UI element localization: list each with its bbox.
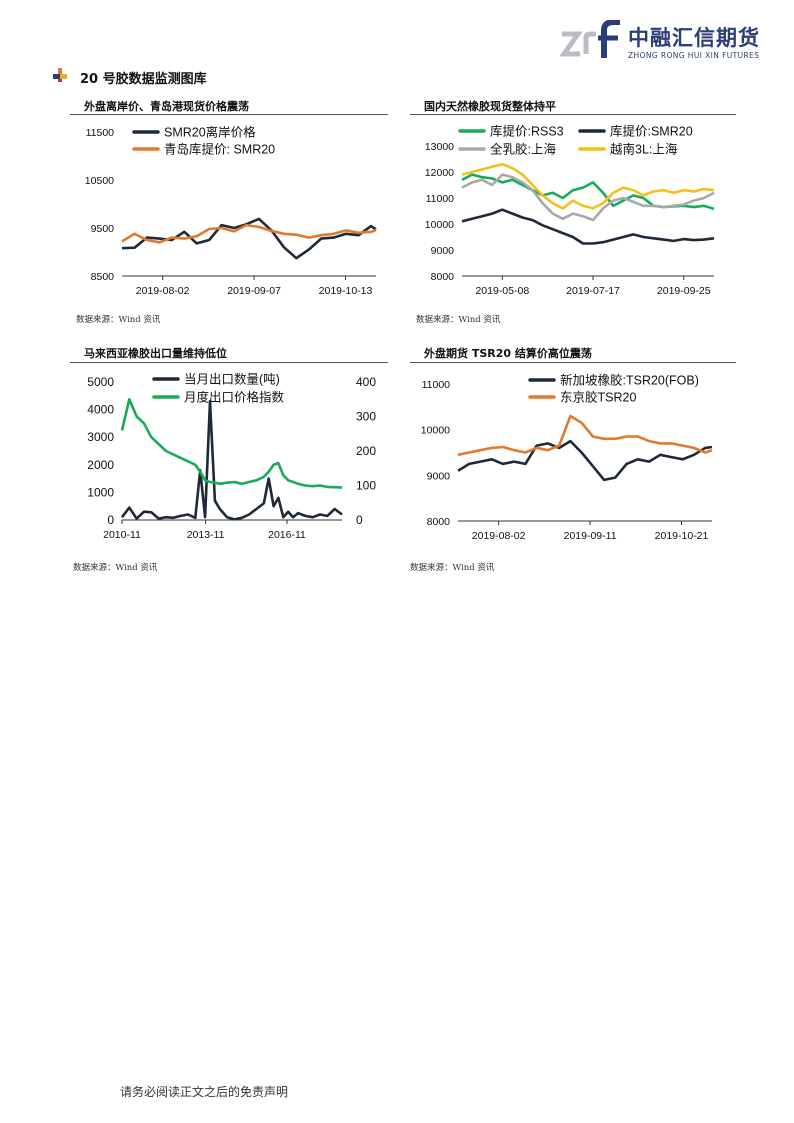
y2-tick-label: 200 [356,444,376,458]
x-tick-label: 2016-11 [268,529,306,541]
section-bullet-icon [53,68,67,82]
x-tick-label: 2019-10-21 [655,530,709,542]
x-tick-label: 2013-11 [187,529,225,541]
legend-label: 库提价:RSS3 [490,124,564,139]
x-tick-label: 2019-09-11 [564,530,617,542]
x-tick-label: 2019-05-08 [475,285,529,297]
chart-title-rule [410,114,736,115]
logo-chinese-name: 中融汇信期货 [628,26,760,50]
logo-english-name: ZHONG RONG HUI XIN FUTURES [628,51,760,60]
legend-label: 库提价:SMR20 [610,124,693,139]
x-tick-label: 2019-08-02 [472,530,526,542]
y2-tick-label: 300 [356,410,376,424]
y-tick-label: 10000 [421,425,450,437]
disclaimer-footer: 请务必阅读正文之后的免责声明 [120,1085,289,1099]
chart-title-rule [70,362,388,363]
series-line-1 [457,414,713,457]
section-title: 20 号胶数据监测图库 [80,72,207,87]
series-line-0 [457,439,713,482]
data-source: 数据来源：Wind 资讯 [410,563,495,573]
y-tick-label: 10500 [85,175,114,187]
legend-label: 新加坡橡胶:TSR20(FOB) [560,373,699,388]
series-line-2 [461,173,715,222]
legend-label: 东京胶TSR20 [560,390,636,405]
series-line-1 [120,397,343,489]
y-tick-label: 9000 [427,470,451,482]
y-tick-label: 8000 [431,271,455,283]
chart-title: 外盘离岸价、青岛港现货价格震荡 [84,100,249,113]
y-tick-label: 8000 [427,516,451,528]
chart-title: 国内天然橡胶现货整体持平 [424,100,556,113]
y-tick-label: 2000 [87,458,114,472]
chart-title-rule [70,114,388,115]
legend-label: 当月出口数量(吨) [184,372,280,387]
data-source: 数据来源：Wind 资讯 [73,563,158,573]
x-tick-label: 2019-08-02 [136,285,190,297]
legend-label: 青岛库提价: SMR20 [164,142,275,157]
series-line-1 [121,223,377,244]
chart-smr20-qingdao: 8500 9500 10500 11500 2019-08-02 2019-09-07 20… [85,125,377,297]
y-tick-label: 3000 [87,430,114,444]
legend-label: 月度出口价格指数 [184,390,285,405]
y-tick-label: 11000 [426,193,455,205]
x-tick-label: 2019-09-25 [657,285,711,297]
y-tick-label: 9000 [431,245,455,257]
y-tick-label: 13000 [425,141,454,153]
chart-domestic-spot: 8000 9000 10000 11000 12000 13000 2019-05-08 20… [425,124,715,297]
chart-title: 外盘期货 TSR20 结算价高位震荡 [424,347,592,360]
x-tick-label: 2019-07-17 [566,285,620,297]
series-line-3 [461,162,715,210]
data-source: 数据来源：Wind 资讯 [416,315,501,325]
y-tick-label: 11500 [86,127,115,139]
y-tick-label: 1000 [87,485,114,499]
legend-label: 越南3L:上海 [610,142,678,157]
chart-malaysia-export: 0 1000 2000 3000 4000 5000 0 100 200 300 400 2010-1… [87,372,376,542]
y2-tick-label: 100 [356,479,376,493]
y-tick-label: 0 [107,513,114,527]
y-tick-label: 11000 [422,379,451,391]
y-tick-label: 5000 [87,375,114,389]
y-tick-label: 4000 [87,403,114,417]
y-tick-label: 10000 [425,219,454,231]
series-line-0 [120,399,343,521]
x-tick-label: 2010-11 [103,529,141,541]
y2-tick-label: 0 [356,513,363,527]
y2-tick-label: 400 [356,375,376,389]
y-tick-label: 8500 [91,271,115,283]
data-source: 数据来源：Wind 资讯 [76,315,161,325]
series-line-1 [461,208,715,245]
x-tick-label: 2019-09-07 [227,285,281,297]
legend-label: SMR20离岸价格 [164,125,256,140]
x-tick-label: 2019-10-13 [319,285,373,297]
chart-title: 马来西亚橡胶出口量维持低位 [84,347,227,360]
chart-title-rule [410,362,736,363]
zrf-logo-mark [560,20,620,58]
legend-label: 全乳胶:上海 [490,142,556,157]
chart-tsr20-futures: 8000 9000 10000 11000 2019-08-02 2019-09-11 20… [421,373,713,542]
y-tick-label: 9500 [91,223,115,235]
company-logo: 中融汇信期货 ZHONG RONG HUI XIN FUTURES [560,20,760,64]
y-tick-label: 12000 [425,167,454,179]
